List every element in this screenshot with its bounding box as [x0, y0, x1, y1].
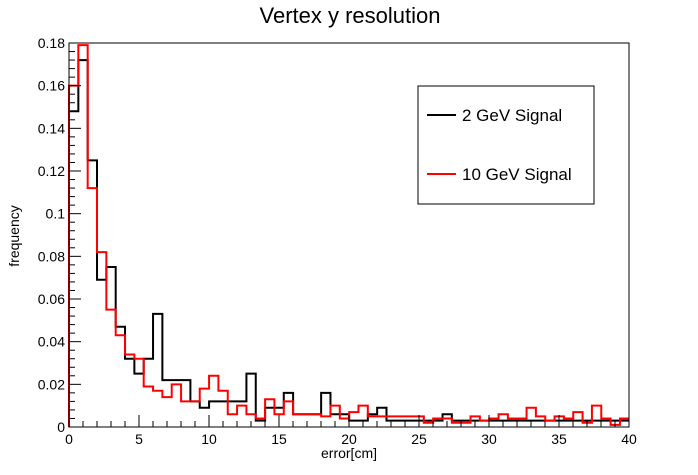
x-tick-label: 20 [341, 431, 357, 447]
x-tick-label: 35 [551, 431, 567, 447]
y-tick-label: 0.1 [46, 206, 66, 222]
y-axis: 0 0.02 0.04 0.06 0.08 0.1 0.12 0.14 0.16 0.18 [38, 35, 81, 435]
x-tick-label: 10 [201, 431, 217, 447]
legend: 2 GeV Signal 10 GeV Signal [417, 85, 595, 205]
x-tick-label: 5 [135, 431, 143, 447]
y-tick-label: 0.08 [38, 248, 65, 264]
x-tick-label: 0 [65, 431, 73, 447]
legend-label-2gev: 2 GeV Signal [462, 106, 562, 125]
y-tick-label: 0.18 [38, 35, 65, 51]
y-tick-label: 0 [57, 419, 65, 435]
x-tick-label: 40 [621, 431, 637, 447]
legend-box [417, 85, 595, 205]
y-tick-label: 0.02 [38, 376, 65, 392]
x-tick-label: 25 [411, 431, 427, 447]
y-tick-label: 0.06 [38, 291, 65, 307]
legend-label-10gev: 10 GeV Signal [462, 165, 572, 184]
y-tick-label: 0.12 [38, 163, 65, 179]
x-tick-label: 30 [481, 431, 497, 447]
y-axis-label: frequency [6, 205, 22, 266]
y-tick-label: 0.04 [38, 334, 65, 350]
x-tick-label: 15 [271, 431, 287, 447]
x-axis: 0 5 10 15 20 25 30 35 40 [65, 415, 637, 447]
y-tick-label: 0.14 [38, 120, 65, 136]
y-tick-label: 0.16 [38, 78, 65, 94]
x-axis-label: error[cm] [321, 445, 377, 461]
chart-title: Vertex y resolution [260, 3, 441, 28]
series-line-10gev [68, 44, 629, 427]
